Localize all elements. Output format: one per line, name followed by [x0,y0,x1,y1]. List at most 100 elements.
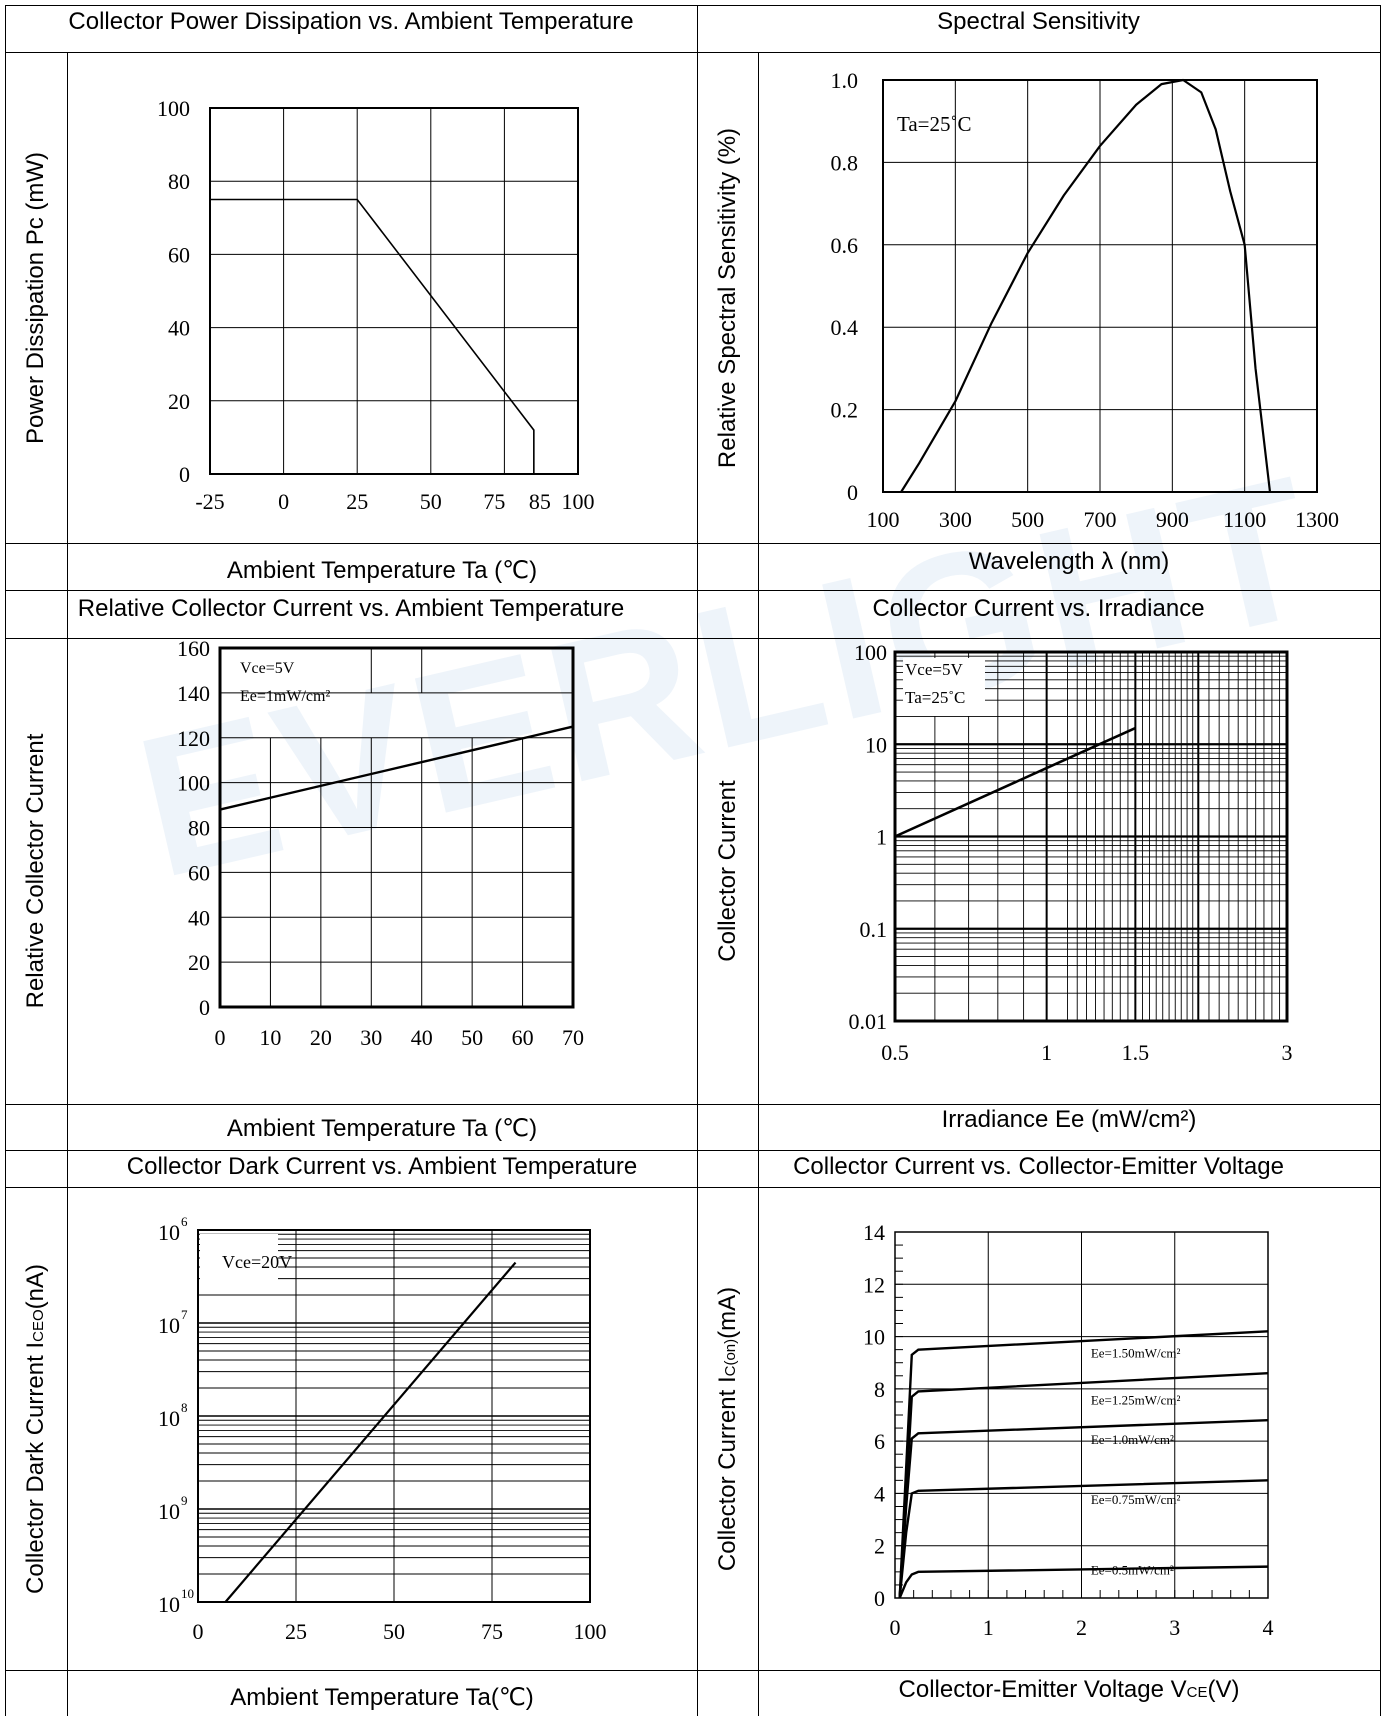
tick-label: 0.01 [849,1009,888,1034]
annotation-box [200,1234,278,1294]
tick-label: 10 [865,732,887,757]
p3-annotation-ee: Ee=1mW/cm² [240,688,331,705]
series-label: Ee=0.5mW/cm² [1091,1562,1174,1577]
tick-label: 140 [177,681,210,706]
y-tick-exponent: 8 [181,1400,188,1415]
tick-label: -25 [195,489,224,514]
series-label: Ee=1.50mW/cm² [1091,1345,1181,1360]
p3-title: Relative Collector Current vs. Ambient T… [77,595,625,622]
ic-curve [898,1565,1269,1599]
power-curve [210,198,535,474]
p2-xlabel: Wavelength λ (nm) [968,548,1170,575]
tick-label: 1300 [1295,507,1339,532]
tick-label: 1100 [1223,507,1266,532]
tick-label: 0.2 [831,398,859,423]
row-divider [5,543,1381,544]
tick-label: 60 [188,860,210,885]
table-border-left [5,5,6,1716]
p1-title: Collector Power Dissipation vs. Ambient … [68,8,634,35]
ylabel-col-divider-3 [758,52,759,1716]
tick-label: 0.4 [831,315,859,340]
irradiance-current-line [894,726,1136,838]
tick-label: 0.5 [881,1040,909,1065]
tick-label: 1 [1041,1040,1052,1065]
tick-label: 0.8 [831,150,859,175]
ic-curve [898,1479,1269,1599]
tick-label: 70 [562,1025,584,1050]
tick-label: 40 [411,1025,433,1050]
y-tick-base: 10 [158,1220,180,1245]
tick-label: 2 [1076,1615,1087,1640]
tick-label: 6 [874,1429,885,1454]
tick-label: 0 [874,1586,885,1611]
p2-annotation: Ta=25˚C [897,112,972,136]
tick-label: 3 [1282,1040,1293,1065]
y-tick-base: 10 [158,1592,180,1617]
tick-label: 0.1 [860,917,888,942]
table-center-divider [697,5,698,1716]
tick-label: 10 [863,1325,885,1350]
dark-current-line [224,1261,517,1603]
y-tick-exponent: 9 [181,1493,188,1508]
y-tick-base: 10 [158,1499,180,1524]
p4-title: Collector Current vs. Irradiance [872,595,1205,622]
tick-label: 100 [177,771,210,796]
tick-label: 25 [285,1619,307,1644]
tick-label: 40 [168,316,190,341]
p5-annotation: Vce=20V [222,1252,293,1272]
y-tick-base: 10 [158,1313,180,1338]
tick-label: 900 [1156,507,1189,532]
table-border-right [1380,5,1381,1716]
tick-label: 14 [863,1220,885,1245]
tick-label: 100 [574,1619,607,1644]
series-label: Ee=1.0mW/cm² [1091,1432,1174,1447]
tick-label: 1 [983,1615,994,1640]
ic-curve [898,1419,1269,1599]
series-label: Ee=0.75mW/cm² [1091,1492,1181,1507]
plot-frame [882,79,1318,493]
tick-label: 160 [177,636,210,661]
row-divider [5,1150,1381,1151]
tick-label: 50 [383,1619,405,1644]
tick-label: 0.6 [831,233,859,258]
table-border-top [5,5,1381,6]
row-divider [5,52,1381,53]
tick-label: 75 [483,489,505,514]
p1-xlabel: Ambient Temperature Ta (℃) [226,557,538,584]
row-divider [5,1104,1381,1105]
y-tick-base: 10 [158,1406,180,1431]
tick-label: 40 [188,905,210,930]
y-tick-exponent: 6 [181,1214,188,1229]
p2-title: Spectral Sensitivity [937,8,1140,35]
tick-label: 700 [1084,507,1117,532]
tick-label: 0 [193,1619,204,1644]
series-label: Ee=1.25mW/cm² [1091,1393,1181,1408]
tick-label: 3 [1169,1615,1180,1640]
tick-label: 20 [168,389,190,414]
tick-label: 1.5 [1122,1040,1150,1065]
tick-label: 4 [1263,1615,1274,1640]
tick-label: 20 [188,950,210,975]
relative-current-line [219,725,574,811]
p6-title: Collector Current vs. Collector-Emitter … [793,1153,1284,1180]
tick-label: 100 [562,489,595,514]
tick-label: 80 [188,816,210,841]
tick-label: 0 [847,480,858,505]
tick-label: 100 [867,507,900,532]
tick-label: 10 [259,1025,281,1050]
tick-label: 12 [863,1272,885,1297]
tick-label: 0 [179,462,190,487]
tick-label: 2 [874,1534,885,1559]
plot-frame [218,646,575,1009]
tick-label: 0 [278,489,289,514]
row-divider [5,1187,1381,1188]
tick-label: 100 [854,640,887,665]
tick-label: 0 [890,1615,901,1640]
tick-label: 0 [199,995,210,1020]
tick-label: 8 [874,1377,885,1402]
tick-label: 60 [512,1025,534,1050]
y-tick-exponent: 10 [181,1586,194,1601]
tick-label: 50 [420,489,442,514]
tick-label: 85 [529,489,551,514]
